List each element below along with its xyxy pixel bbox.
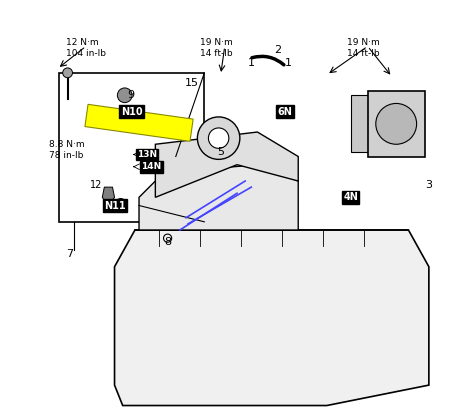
Text: 1: 1: [284, 58, 292, 68]
Text: 19 N·m
14 ft-lb: 19 N·m 14 ft-lb: [200, 38, 233, 58]
Polygon shape: [351, 95, 372, 152]
Text: 8.8 N·m
78 in-lb: 8.8 N·m 78 in-lb: [49, 140, 85, 159]
Polygon shape: [115, 230, 429, 406]
Circle shape: [118, 88, 132, 103]
Polygon shape: [102, 187, 115, 206]
Polygon shape: [155, 132, 298, 197]
Polygon shape: [368, 91, 425, 157]
Text: 6N: 6N: [278, 106, 293, 117]
Text: N10: N10: [121, 106, 142, 117]
Circle shape: [63, 68, 73, 78]
Text: 12 N·m
104 in-lb: 12 N·m 104 in-lb: [65, 38, 106, 58]
Text: 8: 8: [164, 237, 171, 247]
Text: 9: 9: [128, 90, 135, 100]
Circle shape: [209, 128, 229, 148]
Bar: [85, 104, 193, 141]
Text: 19 N·m
14 ft-lb: 19 N·m 14 ft-lb: [347, 38, 380, 58]
Text: 13N: 13N: [137, 150, 157, 159]
FancyBboxPatch shape: [59, 73, 204, 222]
Polygon shape: [139, 165, 298, 230]
Text: 2: 2: [274, 45, 282, 55]
Text: 4N: 4N: [343, 192, 358, 202]
Text: 14N: 14N: [141, 162, 161, 171]
Text: 15: 15: [185, 78, 199, 88]
Text: 7: 7: [66, 249, 73, 259]
Text: 12: 12: [90, 180, 102, 190]
Circle shape: [376, 104, 417, 144]
Circle shape: [197, 117, 240, 159]
Text: 1: 1: [248, 58, 255, 68]
Text: N11: N11: [104, 201, 126, 210]
Text: 5: 5: [217, 148, 224, 157]
Text: 3: 3: [425, 180, 432, 190]
